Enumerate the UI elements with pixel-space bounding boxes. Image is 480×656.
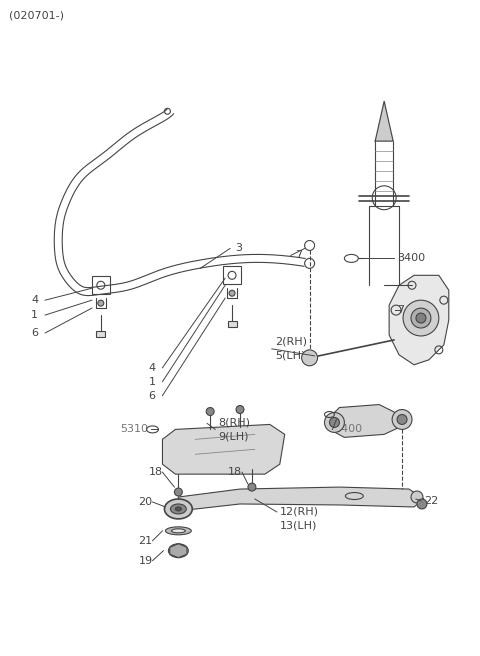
Text: 22: 22 bbox=[424, 496, 438, 506]
Text: 3400: 3400 bbox=[335, 424, 362, 434]
Polygon shape bbox=[389, 276, 449, 365]
Polygon shape bbox=[162, 424, 285, 474]
Ellipse shape bbox=[175, 507, 181, 511]
Text: (020701-): (020701-) bbox=[9, 10, 64, 21]
Ellipse shape bbox=[166, 527, 192, 535]
Text: 6: 6 bbox=[148, 390, 156, 401]
Text: 5(LH): 5(LH) bbox=[275, 351, 305, 361]
Circle shape bbox=[411, 308, 431, 328]
Text: 5310: 5310 bbox=[120, 424, 148, 434]
Circle shape bbox=[229, 290, 235, 297]
Circle shape bbox=[301, 350, 318, 366]
Polygon shape bbox=[170, 544, 187, 558]
Circle shape bbox=[174, 488, 182, 496]
Circle shape bbox=[206, 407, 214, 415]
Text: 3: 3 bbox=[235, 243, 242, 253]
Text: 19: 19 bbox=[139, 556, 153, 565]
Circle shape bbox=[98, 300, 104, 306]
Circle shape bbox=[236, 405, 244, 413]
Ellipse shape bbox=[171, 529, 185, 533]
Text: 6: 6 bbox=[31, 328, 38, 338]
Ellipse shape bbox=[165, 499, 192, 519]
Text: 13(LH): 13(LH) bbox=[280, 521, 317, 531]
Text: 7: 7 bbox=[397, 305, 404, 315]
Circle shape bbox=[403, 300, 439, 336]
Text: 8(RH): 8(RH) bbox=[218, 417, 250, 428]
Text: 20: 20 bbox=[139, 497, 153, 507]
Polygon shape bbox=[179, 487, 424, 511]
Circle shape bbox=[329, 417, 339, 428]
Polygon shape bbox=[375, 101, 393, 141]
Text: 9(LH): 9(LH) bbox=[218, 432, 249, 441]
Text: 21: 21 bbox=[139, 536, 153, 546]
Text: 2(RH): 2(RH) bbox=[275, 337, 307, 347]
Ellipse shape bbox=[170, 504, 186, 514]
Circle shape bbox=[248, 483, 256, 491]
Text: 1: 1 bbox=[31, 310, 38, 320]
Text: 4: 4 bbox=[148, 363, 156, 373]
Text: 3400: 3400 bbox=[397, 253, 425, 264]
Text: 18: 18 bbox=[148, 467, 163, 477]
Circle shape bbox=[397, 415, 407, 424]
Text: 1: 1 bbox=[148, 377, 156, 386]
Polygon shape bbox=[329, 405, 399, 438]
Circle shape bbox=[416, 313, 426, 323]
Ellipse shape bbox=[168, 544, 188, 558]
Bar bbox=[96, 331, 105, 337]
Text: 12(RH): 12(RH) bbox=[280, 507, 319, 517]
Circle shape bbox=[324, 413, 344, 432]
Circle shape bbox=[417, 499, 427, 509]
Circle shape bbox=[392, 409, 412, 430]
Text: 7: 7 bbox=[295, 251, 302, 260]
Text: 18: 18 bbox=[228, 467, 242, 477]
Text: 4: 4 bbox=[31, 295, 38, 305]
Circle shape bbox=[411, 491, 423, 503]
Bar bbox=[228, 321, 237, 327]
